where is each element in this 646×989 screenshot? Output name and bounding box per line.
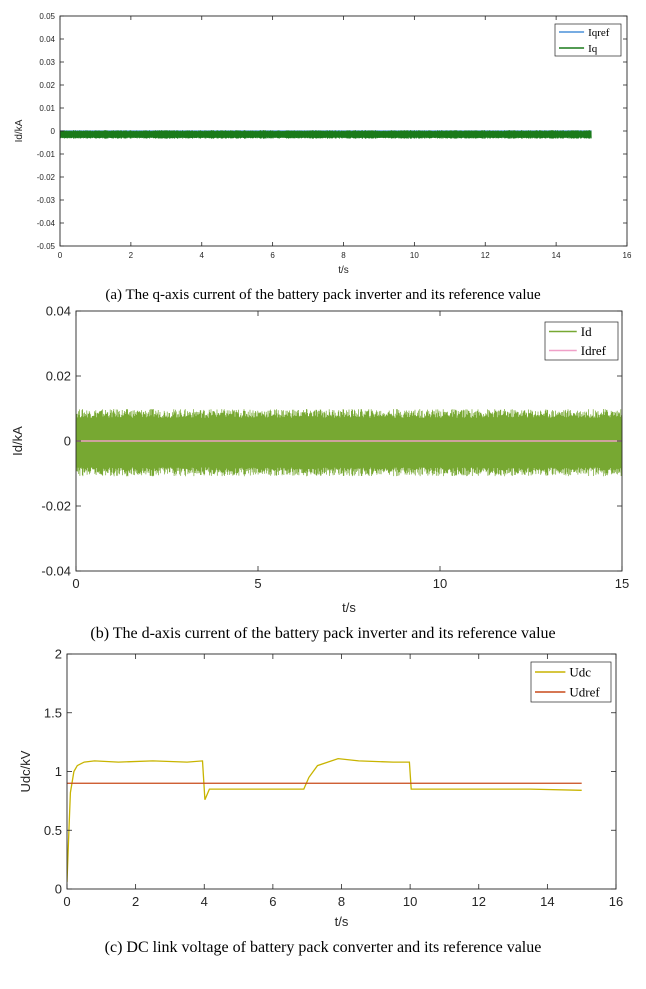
panel-a-xtick-label: 6 bbox=[270, 251, 275, 260]
panel-b-ytick-label: -0.04 bbox=[41, 564, 71, 579]
panel-a-legend-label-iqref: Iqref bbox=[588, 27, 610, 39]
panel-c-series-group bbox=[67, 757, 582, 883]
panel-c-xtick-label: 6 bbox=[269, 894, 276, 909]
panel-a-ylabel: Id/kA bbox=[14, 119, 25, 142]
panel-a-xtick-label: 2 bbox=[129, 251, 134, 260]
panel-a-ytick-label: 0.01 bbox=[39, 104, 55, 113]
panel-c-xlabel: t/s bbox=[335, 914, 349, 929]
panel-a-xtick-label: 16 bbox=[623, 251, 632, 260]
panel-a-ytick-label: 0.04 bbox=[39, 35, 55, 44]
panel-b-legend-label-id: Id bbox=[581, 324, 592, 339]
panel-a-legend-label-iq: Iq bbox=[588, 43, 598, 55]
panel-c: 0 2 4 6 8 10 12 14 16 0 0.5 1 1.5 2 Udc Udref t/s Udc/… bbox=[18, 647, 623, 956]
panel-a: 0 2 4 6 8 10 12 14 16 -0.05 -0.04 -0.03 -0.02 -0.01 0 0… bbox=[14, 12, 632, 303]
panel-c-legend-box bbox=[530, 661, 612, 703]
panel-b-legend-box bbox=[544, 321, 619, 361]
panel-b-ytick-label: 0 bbox=[64, 434, 71, 449]
panel-c-series-udc bbox=[67, 757, 582, 883]
panel-b-xtick-label: 10 bbox=[433, 576, 447, 591]
panel-a-series-group bbox=[60, 130, 592, 139]
panel-b-xtick-label: 0 bbox=[72, 576, 79, 591]
panel-a-xlabel: t/s bbox=[338, 265, 349, 276]
panel-c-ytick-label: 0 bbox=[55, 882, 62, 897]
panel-a-ytick-label: 0.02 bbox=[39, 81, 55, 90]
panel-a-ytick-label: -0.02 bbox=[37, 173, 56, 182]
panel-a-xtick-label: 10 bbox=[410, 251, 419, 260]
panel-b-xtick-label: 15 bbox=[615, 576, 629, 591]
panel-b-legend-label-idref: Idref bbox=[581, 343, 607, 358]
panel-a-ytick-label: 0.05 bbox=[39, 12, 55, 21]
panel-c-xtick-label: 0 bbox=[63, 894, 70, 909]
panel-c-xtick-label: 4 bbox=[201, 894, 208, 909]
panel-a-ytick-label: 0.03 bbox=[39, 58, 55, 67]
panel-c-plot-area bbox=[67, 654, 616, 889]
panel-b-xlabel: t/s bbox=[342, 600, 356, 615]
panel-a-series-iq bbox=[60, 130, 592, 139]
panel-c-xtick-label: 10 bbox=[403, 894, 417, 909]
panel-b: 0 5 10 15 -0.04 -0.02 0 0.02 0.04 Id Idref t/s Id… bbox=[10, 304, 629, 642]
panel-a-ytick-label: -0.01 bbox=[37, 150, 56, 159]
panel-a-xtick-label: 0 bbox=[58, 251, 63, 260]
panel-a-xtick-label: 8 bbox=[341, 251, 346, 260]
panel-c-ylabel: Udc/kV bbox=[18, 750, 33, 792]
panel-b-ylabel: Id/kA bbox=[10, 426, 25, 456]
panel-c-xtick-label: 14 bbox=[540, 894, 554, 909]
panel-c-ytick-label: 1 bbox=[55, 764, 62, 779]
panel-a-ytick-label: -0.04 bbox=[37, 219, 56, 228]
panel-c-xtick-label: 12 bbox=[472, 894, 486, 909]
panel-c-ytick-label: 0.5 bbox=[44, 823, 62, 838]
panel-b-series-group bbox=[76, 408, 622, 477]
panel-b-caption: (b) The d-axis current of the battery pa… bbox=[90, 625, 555, 642]
panel-a-ytick-label: 0 bbox=[51, 127, 56, 136]
panel-b-series-id bbox=[76, 408, 622, 477]
panel-c-xtick-label: 2 bbox=[132, 894, 139, 909]
panel-a-xtick-label: 4 bbox=[200, 251, 205, 260]
panel-c-xtick-label: 8 bbox=[338, 894, 345, 909]
panel-c-ytick-label: 1.5 bbox=[44, 705, 62, 720]
panel-c-xtick-label: 16 bbox=[609, 894, 623, 909]
panel-b-ytick-label: 0.02 bbox=[46, 369, 71, 384]
panel-b-ytick-label: 0.04 bbox=[46, 304, 71, 319]
panel-a-xtick-label: 12 bbox=[481, 251, 490, 260]
panel-b-xtick-label: 5 bbox=[254, 576, 261, 591]
panel-a-ytick-label: -0.05 bbox=[37, 242, 56, 251]
panel-c-legend-label-udc: Udc bbox=[569, 665, 591, 680]
panel-c-ytick-label: 2 bbox=[55, 647, 62, 662]
panel-a-caption: (a) The q-axis current of the battery pa… bbox=[105, 287, 541, 303]
panel-a-legend-box bbox=[554, 23, 622, 57]
panel-a-xtick-label: 14 bbox=[552, 251, 561, 260]
panel-c-legend-label-udref: Udref bbox=[569, 685, 600, 700]
panel-c-caption: (c) DC link voltage of battery pack conv… bbox=[105, 939, 542, 956]
panel-b-ytick-label: -0.02 bbox=[41, 499, 71, 514]
panel-a-ytick-label: -0.03 bbox=[37, 196, 56, 205]
